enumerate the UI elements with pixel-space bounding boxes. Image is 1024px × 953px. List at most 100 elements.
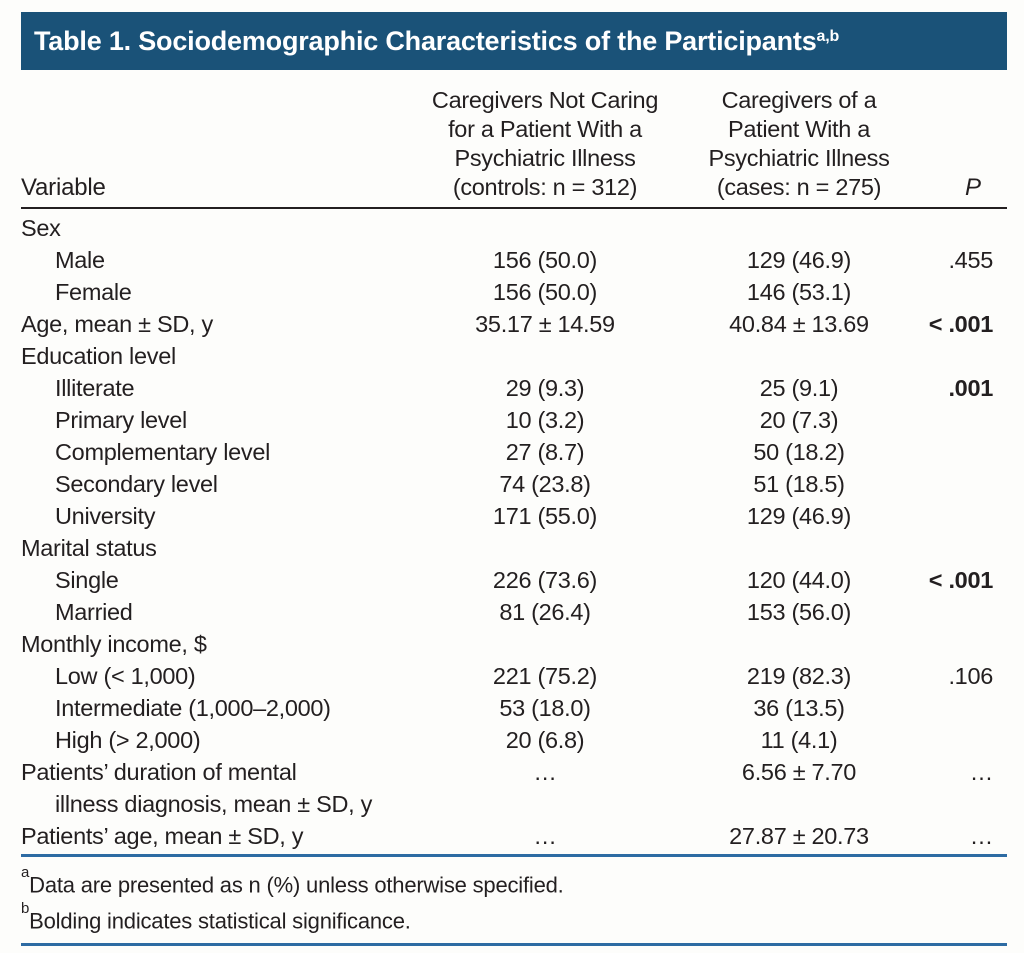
table-row: Patients’ duration of mental illness diag… [21, 756, 1007, 820]
column-header-controls: Caregivers Not Caring for a Patient With… [399, 86, 691, 202]
cell-controls: 53 (18.0) [499, 695, 591, 721]
table-row: Marital status [21, 532, 1007, 564]
cell-controls [399, 340, 691, 372]
cell-cases: 20 (7.3) [759, 407, 839, 433]
cell-controls: 156 (50.0) [492, 279, 598, 305]
cell-cases: 146 (53.1) [746, 279, 852, 305]
cell-p [907, 628, 1007, 660]
header-cases-line4: (cases: n = 275) [716, 174, 882, 200]
cell-controls: 81 (26.4) [499, 599, 591, 625]
row-label: Female [55, 279, 132, 305]
cell-controls: 74 (23.8) [499, 471, 591, 497]
table-container: Table 1. Sociodemographic Characteristic… [21, 12, 1007, 946]
table-row: Illiterate 29 (9.3) 25 (9.1) .001 [21, 372, 1007, 404]
cell-p [907, 500, 1007, 532]
row-label: Primary level [55, 407, 187, 433]
cell-p: … [969, 823, 994, 849]
title-superscript: a,b [816, 27, 840, 45]
cell-p [907, 276, 1007, 308]
cell-p [907, 404, 1007, 436]
footnotes: aData are presented as n (%) unless othe… [21, 857, 1007, 943]
cell-p: < .001 [928, 567, 994, 593]
row-label: Patients’ duration of mental illness diag… [21, 759, 373, 817]
cell-controls: … [533, 823, 557, 849]
cell-controls: 20 (6.8) [505, 727, 585, 753]
table-row: Sex [21, 212, 1007, 244]
cell-cases: 27.87 ± 20.73 [729, 823, 869, 849]
row-label: Complementary level [55, 439, 271, 465]
row-label: Secondary level [55, 471, 218, 497]
footnote-b: bBolding indicates statistical significa… [21, 900, 1007, 936]
row-label: Intermediate (1,000–2,000) [55, 695, 331, 721]
row-label: Patients’ age, mean ± SD, y [21, 823, 304, 849]
cell-cases: 11 (4.1) [760, 727, 838, 753]
header-rule [21, 207, 1007, 209]
row-label: Sex [21, 215, 61, 241]
row-label: Male [55, 247, 105, 273]
cell-p [907, 532, 1007, 564]
row-label: High (> 2,000) [55, 727, 201, 753]
cell-cases: 50 (18.2) [753, 439, 845, 465]
footnote-a-text: Data are presented as n (%) unless other… [29, 872, 564, 898]
row-label: University [55, 503, 156, 529]
cell-controls: 10 (3.2) [505, 407, 585, 433]
footnote-b-text: Bolding indicates statistical significan… [29, 908, 411, 934]
cell-cases: 153 (56.0) [746, 599, 852, 625]
header-controls-line4: (controls: n = 312) [452, 174, 638, 200]
table-row: High (> 2,000) 20 (6.8) 11 (4.1) [21, 724, 1007, 756]
row-label: Monthly income, $ [21, 631, 207, 657]
table-body: Sex Male 156 (50.0) 129 (46.9) .455 Female 156… [21, 209, 1007, 854]
row-label: Low (< 1,000) [55, 663, 196, 689]
table-row: University 171 (55.0) 129 (46.9) [21, 500, 1007, 532]
cell-p [907, 596, 1007, 628]
header-cases-line1: Caregivers of a [721, 87, 877, 113]
table-title-text: Table 1. Sociodemographic Characteristic… [34, 25, 817, 56]
cell-controls: 35.17 ± 14.59 [475, 311, 615, 337]
cell-controls: 226 (73.6) [492, 567, 598, 593]
table-row: Primary level 10 (3.2) 20 (7.3) [21, 404, 1007, 436]
table-row: Low (< 1,000) 221 (75.2) 219 (82.3) .106 [21, 660, 1007, 692]
cell-cases: 36 (13.5) [753, 695, 845, 721]
table-row: Female 156 (50.0) 146 (53.1) [21, 276, 1007, 308]
cell-p [907, 724, 1007, 756]
row-label: Married [55, 599, 133, 625]
cell-p [907, 468, 1007, 500]
column-header-row: Variable Caregivers Not Caring for a Pat… [21, 70, 1007, 207]
cell-cases: 129 (46.9) [746, 247, 852, 273]
header-controls-line1: Caregivers Not Caring [431, 87, 659, 113]
cell-p: … [969, 759, 994, 785]
cell-p [907, 436, 1007, 468]
table-row: Single 226 (73.6) 120 (44.0) < .001 [21, 564, 1007, 596]
footnote-a: aData are presented as n (%) unless othe… [21, 864, 1007, 900]
table-row: Complementary level 27 (8.7) 50 (18.2) [21, 436, 1007, 468]
footnote-b-marker: b [21, 900, 30, 918]
cell-controls [399, 532, 691, 564]
header-controls-line3: Psychiatric Illness [454, 145, 636, 171]
cell-p: .106 [948, 663, 993, 689]
cell-controls: 221 (75.2) [492, 663, 598, 689]
cell-cases: 40.84 ± 13.69 [729, 311, 869, 337]
cell-cases: 25 (9.1) [759, 375, 839, 401]
cell-controls: 27 (8.7) [505, 439, 585, 465]
table-row: Monthly income, $ [21, 628, 1007, 660]
cell-cases: 129 (46.9) [746, 503, 852, 529]
row-label: Education level [21, 343, 176, 369]
cell-cases: 6.56 ± 7.70 [741, 759, 857, 785]
table-title: Table 1. Sociodemographic Characteristic… [34, 26, 839, 57]
cell-p: .455 [948, 247, 993, 273]
row-label: Illiterate [55, 375, 135, 401]
table-row: Intermediate (1,000–2,000) 53 (18.0) 36 (1… [21, 692, 1007, 724]
column-header-cases: Caregivers of a Patient With a Psychiatr… [691, 86, 907, 202]
cell-cases [691, 340, 907, 372]
cell-cases: 120 (44.0) [746, 567, 852, 593]
bottom-rule [21, 942, 1007, 946]
cell-controls [399, 628, 691, 660]
cell-p [907, 212, 1007, 244]
header-controls-line2: for a Patient With a [448, 116, 642, 142]
cell-cases: 51 (18.5) [753, 471, 845, 497]
cell-controls [399, 212, 691, 244]
cell-p: .001 [948, 375, 993, 401]
table-row: Patients’ age, mean ± SD, y … 27.87 ± 20.7… [21, 820, 1007, 852]
cell-cases [691, 628, 907, 660]
table-row: Education level [21, 340, 1007, 372]
